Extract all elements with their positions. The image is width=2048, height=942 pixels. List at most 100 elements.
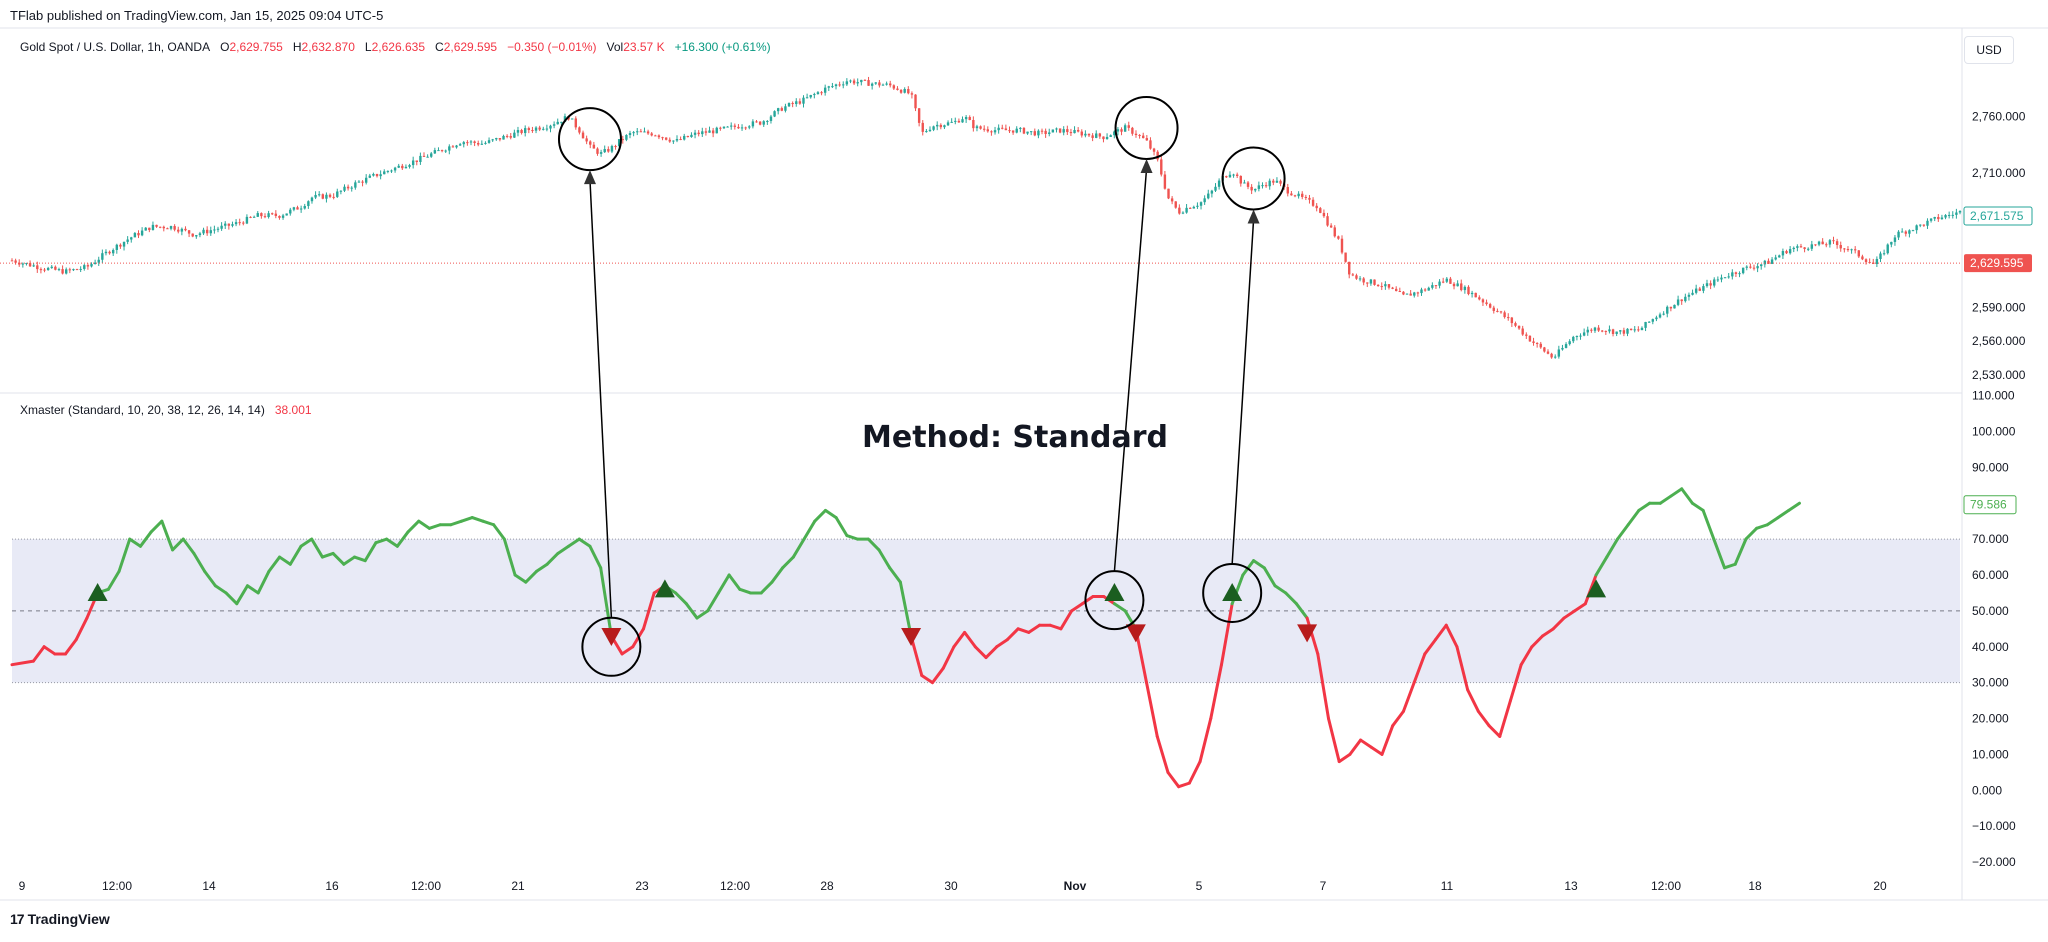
candle xyxy=(621,135,624,144)
candle-body xyxy=(21,263,25,265)
candle xyxy=(433,147,437,154)
candle-body xyxy=(1026,131,1029,134)
candle-body xyxy=(238,222,241,224)
oscillator-segment xyxy=(727,573,742,591)
candle xyxy=(1843,247,1846,253)
candle xyxy=(79,266,82,273)
candle xyxy=(1521,325,1524,336)
oscillator-segment xyxy=(245,584,260,595)
candle-body xyxy=(899,89,903,93)
oscillator-segment xyxy=(1219,602,1234,667)
candle xyxy=(1915,224,1918,234)
candle-body xyxy=(1470,292,1474,295)
oscillator-segment xyxy=(64,638,78,656)
oscillator-segment xyxy=(556,544,571,555)
candle xyxy=(1619,329,1622,335)
candle xyxy=(158,226,162,229)
candle-body xyxy=(1405,293,1409,295)
candle-body xyxy=(1629,328,1633,331)
candle xyxy=(527,126,531,134)
candle xyxy=(1413,291,1416,298)
candle xyxy=(1868,258,1871,264)
candle xyxy=(1720,274,1723,283)
candle xyxy=(1391,286,1394,290)
candle-body xyxy=(592,144,596,149)
oscillator-segment xyxy=(984,645,999,660)
time-axis-tick: 30 xyxy=(944,879,958,893)
oscillator-segment xyxy=(502,537,517,577)
candle-body xyxy=(1069,132,1073,134)
candle-body xyxy=(1561,347,1564,350)
candle-body xyxy=(1702,286,1705,291)
candle xyxy=(336,188,339,199)
candle xyxy=(1741,267,1745,275)
candle xyxy=(1662,311,1665,316)
candle xyxy=(907,86,910,95)
candle xyxy=(491,138,494,142)
candle-body xyxy=(636,131,639,133)
currency-button[interactable]: USD xyxy=(1964,36,2014,64)
candle xyxy=(1033,128,1036,137)
candle xyxy=(867,76,870,86)
candle-body xyxy=(560,121,563,123)
osc-axis-tick: 90.000 xyxy=(1972,460,2009,474)
candle xyxy=(892,84,896,91)
candle xyxy=(1814,244,1817,247)
candle-body xyxy=(1564,344,1568,348)
candle xyxy=(126,236,129,245)
candle-body xyxy=(780,108,784,111)
candle xyxy=(151,221,155,231)
candle xyxy=(1557,345,1561,359)
candle-body xyxy=(1004,128,1008,131)
candle xyxy=(1611,328,1615,337)
candle xyxy=(802,95,805,108)
candle xyxy=(314,191,317,200)
candle-body xyxy=(296,207,299,210)
candle-body xyxy=(1413,292,1416,296)
oscillator-segment xyxy=(374,537,389,545)
candle-body xyxy=(885,83,888,85)
candle xyxy=(1507,313,1510,321)
candle xyxy=(1749,263,1752,269)
candle xyxy=(1199,201,1203,210)
osc-axis-tick: 40.000 xyxy=(1972,640,2009,654)
candle xyxy=(130,236,133,243)
indicator-name[interactable]: Xmaster (Standard, 10, 20, 38, 12, 26, 1… xyxy=(20,403,265,417)
candle xyxy=(697,130,700,137)
candle xyxy=(1535,342,1539,348)
candle xyxy=(101,249,104,264)
oscillator-segment xyxy=(1776,508,1791,520)
candle-body xyxy=(520,130,523,134)
candle xyxy=(1019,127,1022,133)
candle-body xyxy=(697,132,700,135)
candle xyxy=(213,225,216,234)
candle xyxy=(1478,295,1481,301)
footer-brand[interactable]: 17 TradingView xyxy=(10,911,110,927)
connector-arrow-line xyxy=(1231,219,1255,564)
candle xyxy=(86,263,90,270)
candle xyxy=(115,243,119,254)
candle-body xyxy=(1452,283,1456,287)
connector-arrowhead xyxy=(1247,209,1260,224)
oscillator-segment xyxy=(1765,516,1780,527)
oscillator-segment xyxy=(545,551,560,566)
oscillator-segment xyxy=(1294,602,1309,620)
candle xyxy=(1044,128,1047,138)
candle xyxy=(299,205,303,213)
candle xyxy=(104,249,108,256)
candle xyxy=(451,144,455,148)
candle-body xyxy=(68,269,72,271)
candle-body xyxy=(1926,220,1929,226)
candle xyxy=(28,260,32,267)
candle xyxy=(925,128,928,133)
candle-body xyxy=(299,208,303,210)
symbol-title[interactable]: Gold Spot / U.S. Dollar, 1h, OANDA xyxy=(20,40,211,54)
candle xyxy=(1879,251,1882,263)
candle xyxy=(1217,178,1221,190)
candle xyxy=(1608,325,1611,334)
oscillator-segment xyxy=(920,673,934,685)
candle-body xyxy=(867,80,870,86)
candle xyxy=(1756,263,1759,273)
candle xyxy=(419,152,422,165)
